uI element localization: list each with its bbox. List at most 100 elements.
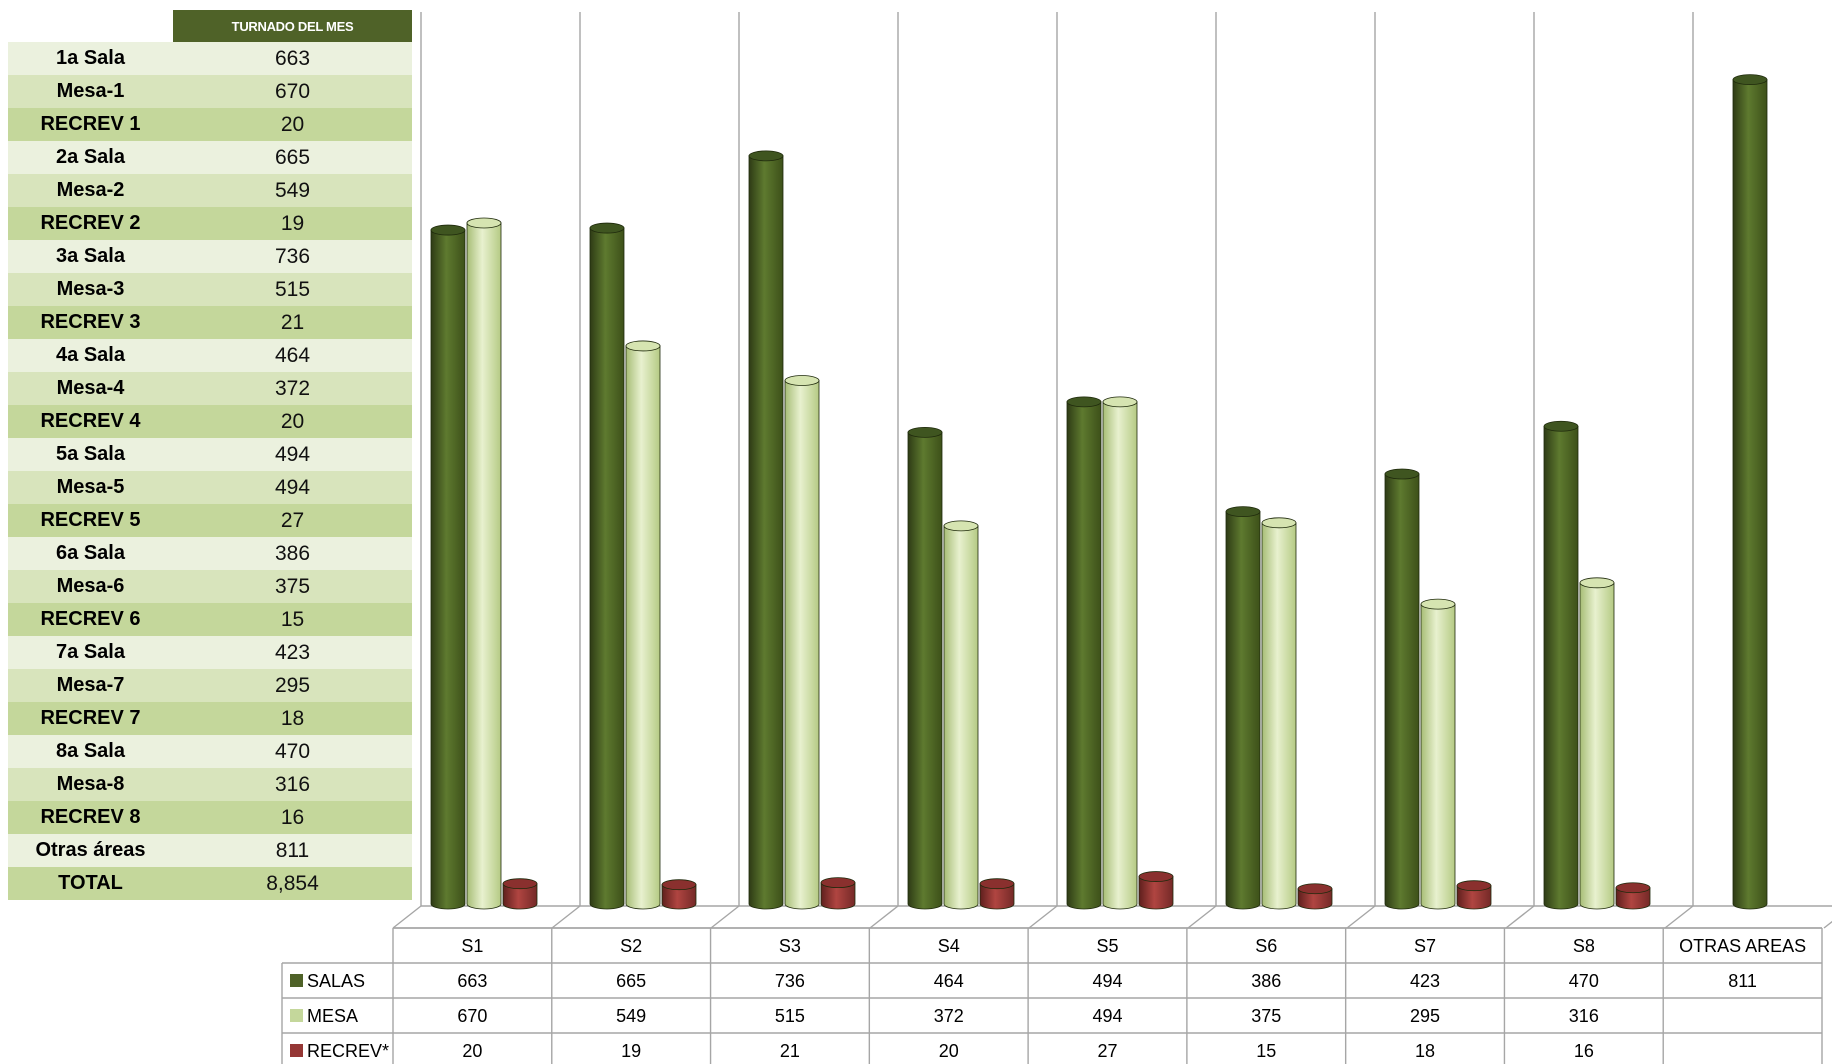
- summary-row-label: 5a Sala: [8, 438, 173, 471]
- data-label: 295: [1410, 1006, 1440, 1026]
- floor-grid-line: [551, 905, 581, 929]
- summary-row-label: 4a Sala: [8, 339, 173, 372]
- summary-row: RECREV 2 19: [8, 207, 412, 240]
- floor-grid-line: [869, 905, 899, 929]
- summary-row: TOTAL 8,854: [8, 867, 412, 900]
- data-label: 736: [775, 971, 805, 991]
- summary-header: TURNADO DEL MES: [173, 10, 412, 42]
- data-label: 20: [939, 1041, 959, 1061]
- data-label: 375: [1251, 1006, 1281, 1026]
- category-label: S1: [461, 936, 483, 956]
- summary-row-value: 19: [173, 207, 412, 240]
- floor-grid-line: [392, 905, 422, 929]
- floor-grid-line: [1028, 905, 1058, 929]
- bar-recrev-s4: [979, 878, 1015, 910]
- legend-label: RECREV*: [307, 1041, 389, 1061]
- bar-salas-s6: [1225, 506, 1261, 910]
- bar-mesa-s2: [625, 340, 661, 910]
- summary-row-value: 811: [173, 834, 412, 867]
- floor-grid-line: [710, 905, 740, 929]
- summary-row-label: Mesa-8: [8, 768, 173, 801]
- category-label: S8: [1573, 936, 1595, 956]
- data-label: 20: [462, 1041, 482, 1061]
- summary-row-label: 6a Sala: [8, 537, 173, 570]
- summary-row: 5a Sala 494: [8, 438, 412, 471]
- floor-grid-line: [1823, 920, 1832, 929]
- summary-row-value: 470: [173, 735, 412, 768]
- summary-row-value: 20: [173, 405, 412, 438]
- summary-row: RECREV 6 15: [8, 603, 412, 636]
- floor-grid-line: [1187, 905, 1217, 929]
- summary-row-label: RECREV 1: [8, 108, 173, 141]
- data-label: 316: [1569, 1006, 1599, 1026]
- summary-row: Mesa-1 670: [8, 75, 412, 108]
- category-label: OTRAS AREAS: [1679, 936, 1806, 956]
- summary-row: RECREV 5 27: [8, 504, 412, 537]
- bar-recrev-s5: [1138, 871, 1174, 910]
- summary-row-value: 20: [173, 108, 412, 141]
- summary-row-label: 8a Sala: [8, 735, 173, 768]
- summary-row: RECREV 7 18: [8, 702, 412, 735]
- floor-grid-line: [1505, 905, 1535, 929]
- summary-row-label: RECREV 7: [8, 702, 173, 735]
- data-label: 670: [457, 1006, 487, 1026]
- legend-label: MESA: [307, 1006, 358, 1026]
- legend-swatch: [290, 1044, 303, 1057]
- summary-row-label: 1a Sala: [8, 42, 173, 75]
- summary-row-label: Mesa-4: [8, 372, 173, 405]
- category-label: S3: [779, 936, 801, 956]
- data-label: 515: [775, 1006, 805, 1026]
- summary-row: RECREV 4 20: [8, 405, 412, 438]
- summary-row-label: Mesa-1: [8, 75, 173, 108]
- summary-row-label: RECREV 8: [8, 801, 173, 834]
- summary-row: Mesa-2 549: [8, 174, 412, 207]
- bar-recrev-s3: [820, 877, 856, 910]
- summary-row-label: RECREV 4: [8, 405, 173, 438]
- data-label: 16: [1574, 1041, 1594, 1061]
- data-label: 494: [1092, 1006, 1122, 1026]
- bar-salas-s7: [1384, 468, 1420, 910]
- summary-row-value: 372: [173, 372, 412, 405]
- legend-swatch: [290, 1009, 303, 1022]
- bar-mesa-s5: [1102, 396, 1138, 910]
- legend-label: SALAS: [307, 971, 365, 991]
- summary-row-value: 316: [173, 768, 412, 801]
- data-label: 15: [1256, 1041, 1276, 1061]
- data-label: 21: [780, 1041, 800, 1061]
- data-label: 811: [1728, 971, 1757, 991]
- data-label: 27: [1097, 1041, 1117, 1061]
- summary-row-value: 295: [173, 669, 412, 702]
- summary-row-value: 21: [173, 306, 412, 339]
- bar-salas-s5: [1066, 396, 1102, 910]
- bar-salas-s1: [430, 224, 466, 910]
- summary-row-value: 375: [173, 570, 412, 603]
- bar-mesa-s3: [784, 375, 820, 910]
- bar-salas-s8: [1543, 420, 1579, 910]
- summary-row: Mesa-4 372: [8, 372, 412, 405]
- legend-swatch: [290, 974, 303, 987]
- category-label: S7: [1414, 936, 1436, 956]
- summary-row: 1a Sala 663: [8, 42, 412, 75]
- bar-mesa-s6: [1261, 517, 1297, 910]
- summary-row: Otras áreas 811: [8, 834, 412, 867]
- summary-row-value: 15: [173, 603, 412, 636]
- data-label: 494: [1092, 971, 1122, 991]
- bar-salas-s2: [589, 222, 625, 910]
- data-label: 549: [616, 1006, 646, 1026]
- summary-row-label: TOTAL: [8, 867, 173, 900]
- bar-mesa-s8: [1579, 577, 1615, 910]
- summary-row-value: 670: [173, 75, 412, 108]
- summary-row-value: 494: [173, 471, 412, 504]
- summary-row: Mesa-5 494: [8, 471, 412, 504]
- category-label: S6: [1255, 936, 1277, 956]
- summary-row: 3a Sala 736: [8, 240, 412, 273]
- data-label: 464: [934, 971, 964, 991]
- summary-row-value: 386: [173, 537, 412, 570]
- data-label: 423: [1410, 971, 1440, 991]
- bar-mesa-s4: [943, 520, 979, 910]
- summary-table: TURNADO DEL MES 1a Sala 663 Mesa-1 670 RECRE…: [8, 10, 412, 900]
- data-label: 18: [1415, 1041, 1435, 1061]
- summary-row: Mesa-7 295: [8, 669, 412, 702]
- summary-row-value: 515: [173, 273, 412, 306]
